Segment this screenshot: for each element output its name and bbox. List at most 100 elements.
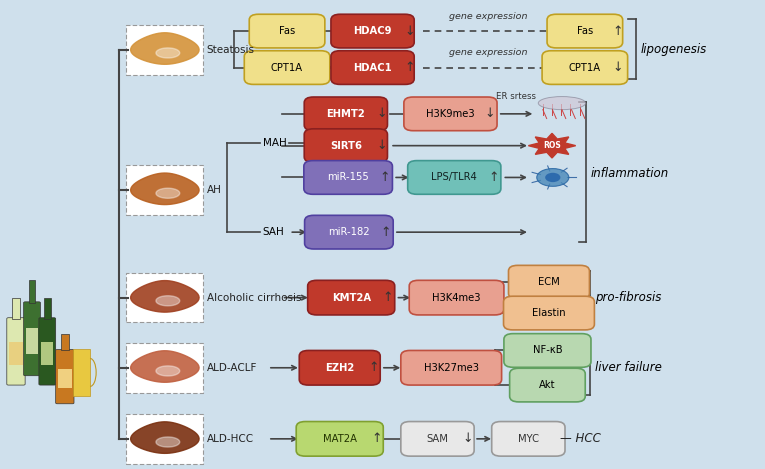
Text: Fas: Fas — [279, 26, 295, 36]
Polygon shape — [156, 366, 180, 376]
Bar — [61, 334, 69, 350]
Text: ER srtess: ER srtess — [496, 91, 536, 100]
FancyBboxPatch shape — [304, 215, 393, 249]
FancyBboxPatch shape — [304, 97, 387, 131]
FancyBboxPatch shape — [24, 302, 41, 376]
Text: ↑: ↑ — [489, 171, 500, 184]
FancyBboxPatch shape — [509, 368, 585, 402]
Text: MYC: MYC — [518, 434, 539, 444]
Text: ↑: ↑ — [380, 226, 391, 239]
Bar — [28, 280, 35, 303]
Text: ↓: ↓ — [376, 107, 387, 121]
FancyBboxPatch shape — [509, 265, 590, 299]
FancyBboxPatch shape — [244, 51, 330, 84]
Text: ECM: ECM — [538, 277, 560, 287]
Text: gene expression: gene expression — [448, 12, 527, 21]
Text: SAM: SAM — [427, 434, 448, 444]
Bar — [44, 298, 50, 318]
FancyBboxPatch shape — [304, 129, 387, 162]
FancyBboxPatch shape — [401, 422, 474, 456]
Text: lipogenesis: lipogenesis — [640, 43, 707, 56]
Text: miR-155: miR-155 — [327, 173, 369, 182]
Bar — [9, 342, 23, 365]
Text: Alcoholic cirrhosis: Alcoholic cirrhosis — [207, 293, 301, 303]
Text: Fas: Fas — [577, 26, 593, 36]
FancyBboxPatch shape — [39, 318, 56, 385]
FancyBboxPatch shape — [331, 14, 414, 48]
Text: LPS/TLR4: LPS/TLR4 — [431, 173, 477, 182]
Text: ALD-HCC: ALD-HCC — [207, 434, 254, 444]
Polygon shape — [131, 33, 199, 64]
Text: SIRT6: SIRT6 — [330, 141, 362, 151]
Text: gene expression: gene expression — [448, 48, 527, 57]
FancyBboxPatch shape — [401, 350, 502, 385]
Polygon shape — [131, 280, 199, 312]
FancyBboxPatch shape — [547, 14, 623, 48]
Text: Elastin: Elastin — [532, 308, 566, 318]
Text: MAT2A: MAT2A — [323, 434, 356, 444]
Polygon shape — [529, 133, 576, 158]
Text: Steatosis: Steatosis — [207, 45, 255, 55]
Polygon shape — [131, 351, 199, 382]
Polygon shape — [156, 296, 180, 306]
Text: miR-182: miR-182 — [328, 227, 369, 237]
Ellipse shape — [537, 168, 569, 186]
Text: EZH2: EZH2 — [325, 363, 354, 373]
FancyBboxPatch shape — [542, 51, 627, 84]
Text: KMT2A: KMT2A — [332, 293, 371, 303]
Polygon shape — [131, 173, 199, 204]
Text: AH: AH — [207, 185, 222, 195]
Text: Akt: Akt — [539, 380, 555, 390]
Polygon shape — [131, 422, 199, 454]
Text: ↑: ↑ — [404, 61, 415, 74]
FancyBboxPatch shape — [126, 414, 203, 464]
FancyBboxPatch shape — [299, 350, 380, 385]
Ellipse shape — [539, 97, 586, 110]
FancyBboxPatch shape — [409, 280, 504, 315]
Text: ↓: ↓ — [485, 107, 496, 121]
Text: HDAC9: HDAC9 — [353, 26, 392, 36]
Text: CPT1A: CPT1A — [271, 62, 303, 73]
FancyBboxPatch shape — [408, 160, 501, 194]
FancyBboxPatch shape — [7, 318, 25, 385]
Text: ↓: ↓ — [613, 61, 623, 74]
Polygon shape — [156, 48, 180, 58]
Text: ↑: ↑ — [379, 171, 390, 184]
FancyBboxPatch shape — [126, 273, 203, 322]
FancyBboxPatch shape — [296, 422, 383, 456]
Text: inflammation: inflammation — [591, 166, 669, 180]
Text: SAH: SAH — [262, 227, 285, 237]
Text: MAH: MAH — [262, 138, 286, 148]
FancyBboxPatch shape — [249, 14, 325, 48]
FancyBboxPatch shape — [56, 349, 74, 404]
FancyBboxPatch shape — [503, 296, 594, 330]
Text: ↑: ↑ — [368, 361, 379, 374]
FancyBboxPatch shape — [404, 97, 497, 131]
Bar — [73, 349, 90, 396]
Text: H3K27me3: H3K27me3 — [424, 363, 479, 373]
Polygon shape — [156, 188, 180, 198]
Text: ROS: ROS — [543, 141, 561, 150]
Text: CPT1A: CPT1A — [569, 62, 601, 73]
Bar — [58, 369, 72, 388]
Text: — HCC: — HCC — [560, 432, 601, 446]
Text: ↓: ↓ — [404, 24, 415, 38]
FancyBboxPatch shape — [492, 422, 565, 456]
FancyBboxPatch shape — [304, 160, 392, 194]
Bar — [12, 298, 20, 318]
Text: ↑: ↑ — [613, 24, 623, 38]
Text: ↓: ↓ — [376, 139, 387, 152]
FancyBboxPatch shape — [126, 25, 203, 75]
Text: H3K9me3: H3K9me3 — [426, 109, 475, 119]
Text: ALD-ACLF: ALD-ACLF — [207, 363, 257, 373]
FancyBboxPatch shape — [126, 165, 203, 215]
Bar — [41, 342, 54, 365]
Text: EHMT2: EHMT2 — [327, 109, 365, 119]
Text: NF-κB: NF-κB — [532, 346, 562, 356]
FancyBboxPatch shape — [308, 280, 395, 315]
Text: liver failure: liver failure — [594, 361, 662, 374]
Text: H3K4me3: H3K4me3 — [432, 293, 481, 303]
Circle shape — [545, 173, 561, 182]
FancyBboxPatch shape — [331, 51, 414, 84]
Text: ↓: ↓ — [462, 432, 473, 446]
